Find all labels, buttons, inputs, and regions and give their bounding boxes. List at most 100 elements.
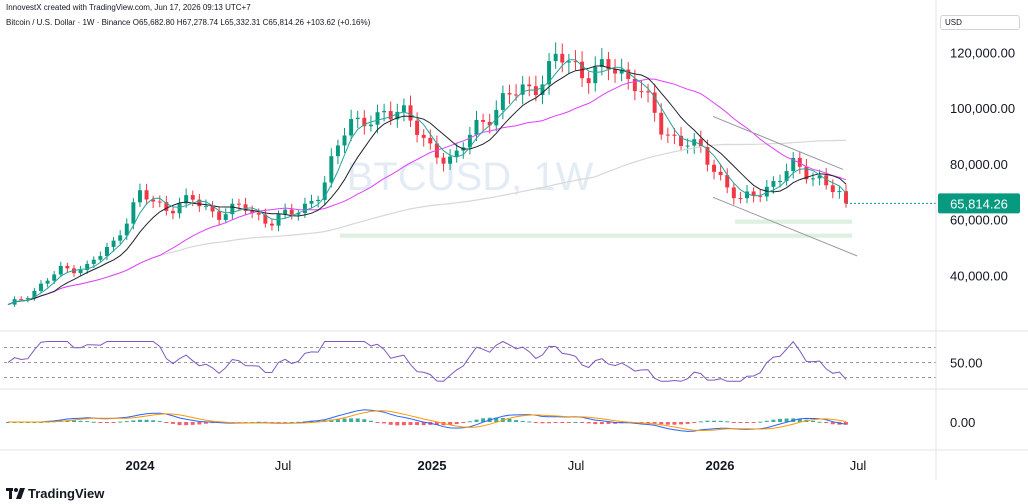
macd-histogram-bar — [203, 422, 208, 424]
macd-histogram-bar — [368, 420, 373, 422]
candle-body — [817, 175, 822, 179]
rsi-level-label: 50.00 — [950, 356, 983, 371]
macd-histogram-bar — [566, 422, 571, 423]
candle-body — [527, 84, 532, 87]
macd-histogram-bar — [151, 420, 156, 422]
axes: 120,000.00 100,000.00 80,000.00 60,000.00 40… — [0, 0, 1028, 480]
macd-histogram-bar — [408, 422, 413, 425]
candle-body — [652, 92, 657, 113]
macd-histogram-bar — [705, 420, 710, 422]
macd-histogram-bar — [771, 419, 776, 422]
candle-body — [223, 214, 228, 220]
candle-body — [698, 139, 703, 148]
macd-histogram-bar — [593, 422, 598, 425]
macd-histogram-bar — [797, 418, 802, 422]
macd-histogram-bar — [78, 420, 83, 422]
candle-body — [718, 171, 723, 176]
tradingview-icon — [6, 487, 26, 500]
macd-histogram-bar — [342, 418, 347, 422]
macd-histogram-bar — [481, 418, 486, 422]
candle-body — [184, 195, 189, 204]
candle-body — [494, 109, 499, 126]
candle-body — [540, 84, 545, 95]
candle-body — [665, 134, 670, 136]
macd-histogram-bar — [382, 422, 387, 424]
candle-body — [52, 274, 57, 281]
macd-histogram-bar — [758, 421, 763, 423]
candle-body — [520, 84, 525, 95]
candle-body — [322, 182, 327, 200]
watermark: BTCUSD, 1W — [347, 155, 594, 199]
macd-histogram-bar — [316, 420, 321, 422]
brand-name: TradingView — [28, 486, 105, 501]
macd-histogram-bar — [72, 420, 76, 422]
candle-body — [844, 191, 848, 204]
macd-histogram-bar — [731, 422, 736, 423]
candle-body — [415, 120, 420, 135]
candle-body — [586, 78, 591, 84]
macd-histogram-bar — [296, 421, 301, 423]
candle-body — [573, 61, 578, 63]
candle-body — [593, 66, 598, 84]
macd-histogram-bar — [778, 418, 782, 422]
candle-body — [164, 202, 169, 211]
candle-body — [243, 204, 248, 211]
candle-body — [599, 59, 604, 67]
candle-body — [144, 190, 149, 200]
macd-histogram-bar — [85, 421, 90, 423]
macd-histogram-bar — [646, 422, 651, 424]
macd-histogram-bar — [738, 422, 743, 423]
macd-histogram-bar — [276, 422, 281, 423]
macd-histogram-bar — [164, 422, 169, 423]
candle-body — [342, 135, 347, 146]
trendline-lower — [712, 196, 858, 257]
macd-histogram-bar — [362, 419, 367, 422]
macd-histogram-bar — [679, 422, 684, 425]
candle-body — [190, 195, 195, 200]
candle-body — [104, 246, 109, 257]
candle-body — [441, 157, 446, 164]
support-zone — [340, 233, 852, 238]
candle-body — [137, 190, 142, 203]
macd-histogram-bar — [197, 422, 202, 425]
candle-body — [197, 199, 202, 207]
macd-histogram-bar — [375, 422, 380, 423]
candle-body — [309, 201, 314, 204]
time-tick-label: 2025 — [418, 458, 447, 473]
macd-histogram-bar — [520, 420, 525, 422]
time-tick-label: Jul — [850, 458, 867, 473]
candle-body — [679, 135, 684, 147]
macd-histogram-bar — [540, 422, 545, 424]
macd-histogram-bar — [712, 420, 717, 422]
macd-histogram-bar — [190, 422, 195, 425]
candle-body — [85, 263, 90, 271]
macd-histogram-bar — [474, 419, 479, 422]
candle-body — [467, 134, 472, 148]
price-pane — [7, 42, 936, 307]
macd-histogram-bar — [157, 421, 162, 423]
candle-body — [131, 202, 136, 224]
candle-body — [19, 299, 24, 301]
candle-body — [613, 69, 618, 74]
candle-body — [382, 111, 387, 113]
tradingview-logo[interactable]: TradingView — [6, 486, 104, 501]
candle-body — [329, 156, 334, 183]
macd-histogram-bar — [745, 422, 750, 423]
candle-body — [368, 124, 373, 127]
macd-histogram-bar — [606, 422, 611, 424]
candle-body — [177, 203, 182, 214]
candle-body — [692, 139, 697, 146]
macd-histogram-bar — [599, 422, 604, 425]
candle-body — [751, 191, 756, 196]
macd-histogram-bar — [580, 422, 585, 423]
candle-body — [804, 166, 809, 180]
candle-body — [32, 290, 37, 299]
currency-label[interactable]: USD — [940, 15, 1020, 30]
candle-body — [111, 240, 116, 247]
candle-body — [738, 198, 743, 200]
macd-histogram-bar — [421, 422, 426, 426]
candle-body — [672, 134, 677, 136]
symbol-info: Bitcoin / U.S. Dollar · 1W · Binance O65… — [6, 18, 370, 27]
candle-body — [118, 235, 123, 241]
